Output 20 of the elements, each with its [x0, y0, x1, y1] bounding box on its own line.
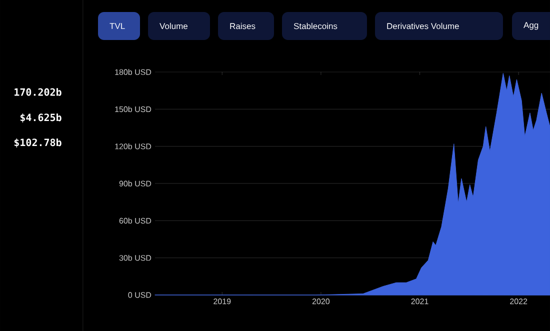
text: $4.625b — [20, 113, 62, 123]
x-tick-label: 2020 — [312, 298, 330, 304]
y-tick-label: 60b USD — [119, 218, 152, 224]
x-tick-label: 2021 — [411, 298, 428, 304]
y-tick-label: 120b USD — [115, 143, 152, 150]
text: Agg — [524, 22, 538, 30]
x-tick-label: 2019 — [214, 298, 231, 304]
text: $102.78b — [14, 138, 62, 148]
text: Stablecoins — [294, 22, 338, 30]
y-tick-label: 0 USD — [128, 292, 152, 298]
text: Derivatives Volume — [387, 22, 459, 30]
text: Raises — [230, 22, 256, 30]
y-tick-label: 150b USD — [115, 106, 152, 112]
y-tick-label: 30b USD — [119, 254, 152, 261]
text: TVL — [110, 23, 125, 29]
text: 170.202b — [14, 88, 62, 96]
y-tick-label: 180b USD — [115, 69, 152, 75]
x-tick-label: 2022 — [510, 298, 528, 304]
y-tick-label: 90b USD — [119, 180, 152, 186]
text: Volume — [160, 22, 188, 30]
